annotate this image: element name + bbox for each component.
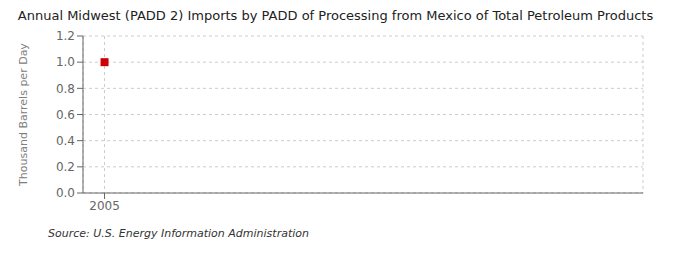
svg-text:0.4: 0.4	[56, 134, 75, 148]
svg-text:1.2: 1.2	[56, 29, 75, 43]
svg-text:0.0: 0.0	[56, 186, 75, 200]
html-text:Annual Midwest (PADD 2) Import: Annual Midwest (PADD 2) Imports by PADD …	[17, 8, 654, 23]
svg-text:0.2: 0.2	[56, 160, 75, 174]
svg-text:2005: 2005	[89, 199, 120, 213]
svg-text:0.8: 0.8	[56, 82, 75, 96]
html-text:Source: U.S. Energy Informatio: Source: U.S. Energy Information Administ…	[48, 227, 309, 240]
svg-text:0.6: 0.6	[56, 108, 75, 122]
svg-text:1.0: 1.0	[56, 55, 75, 69]
svg-text:Thousand Barrels per Day: Thousand Barrels per Day	[17, 43, 30, 187]
